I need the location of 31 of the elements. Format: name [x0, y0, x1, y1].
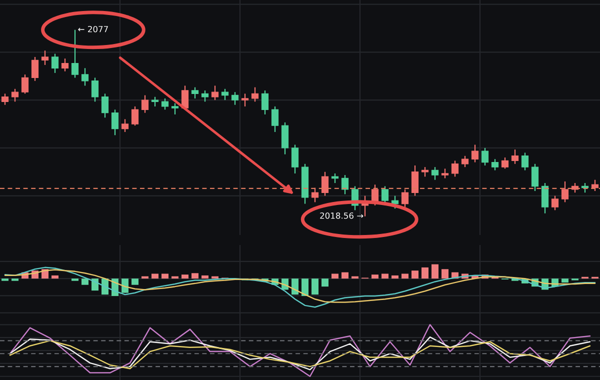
- annotation: 2018.56 →: [320, 212, 364, 219]
- bar: [292, 278, 298, 295]
- bar: [182, 274, 188, 279]
- bar: [312, 278, 318, 295]
- bar: [342, 272, 348, 279]
- bar: [412, 270, 418, 279]
- bar: [132, 278, 138, 285]
- bar: [162, 274, 168, 279]
- candlestick: [241, 93, 249, 107]
- bar: [382, 274, 388, 279]
- bar: [432, 264, 438, 279]
- bar: [442, 269, 448, 279]
- bar: [52, 275, 58, 279]
- bar: [152, 274, 158, 279]
- bar: [82, 278, 88, 285]
- bar: [192, 273, 198, 279]
- annotation: ← 2077: [78, 26, 108, 32]
- bar: [202, 275, 208, 279]
- candlestick: [441, 168, 449, 179]
- candlestick: [151, 96, 159, 107]
- bar: [562, 278, 568, 283]
- bar: [392, 275, 398, 279]
- bar: [332, 274, 338, 279]
- bar: [302, 278, 308, 296]
- bar: [322, 278, 328, 287]
- bar: [402, 274, 408, 279]
- bar: [122, 278, 128, 293]
- candlestick: [171, 102, 179, 115]
- candlestick: [81, 68, 89, 86]
- bar: [372, 274, 378, 279]
- bar: [422, 267, 428, 279]
